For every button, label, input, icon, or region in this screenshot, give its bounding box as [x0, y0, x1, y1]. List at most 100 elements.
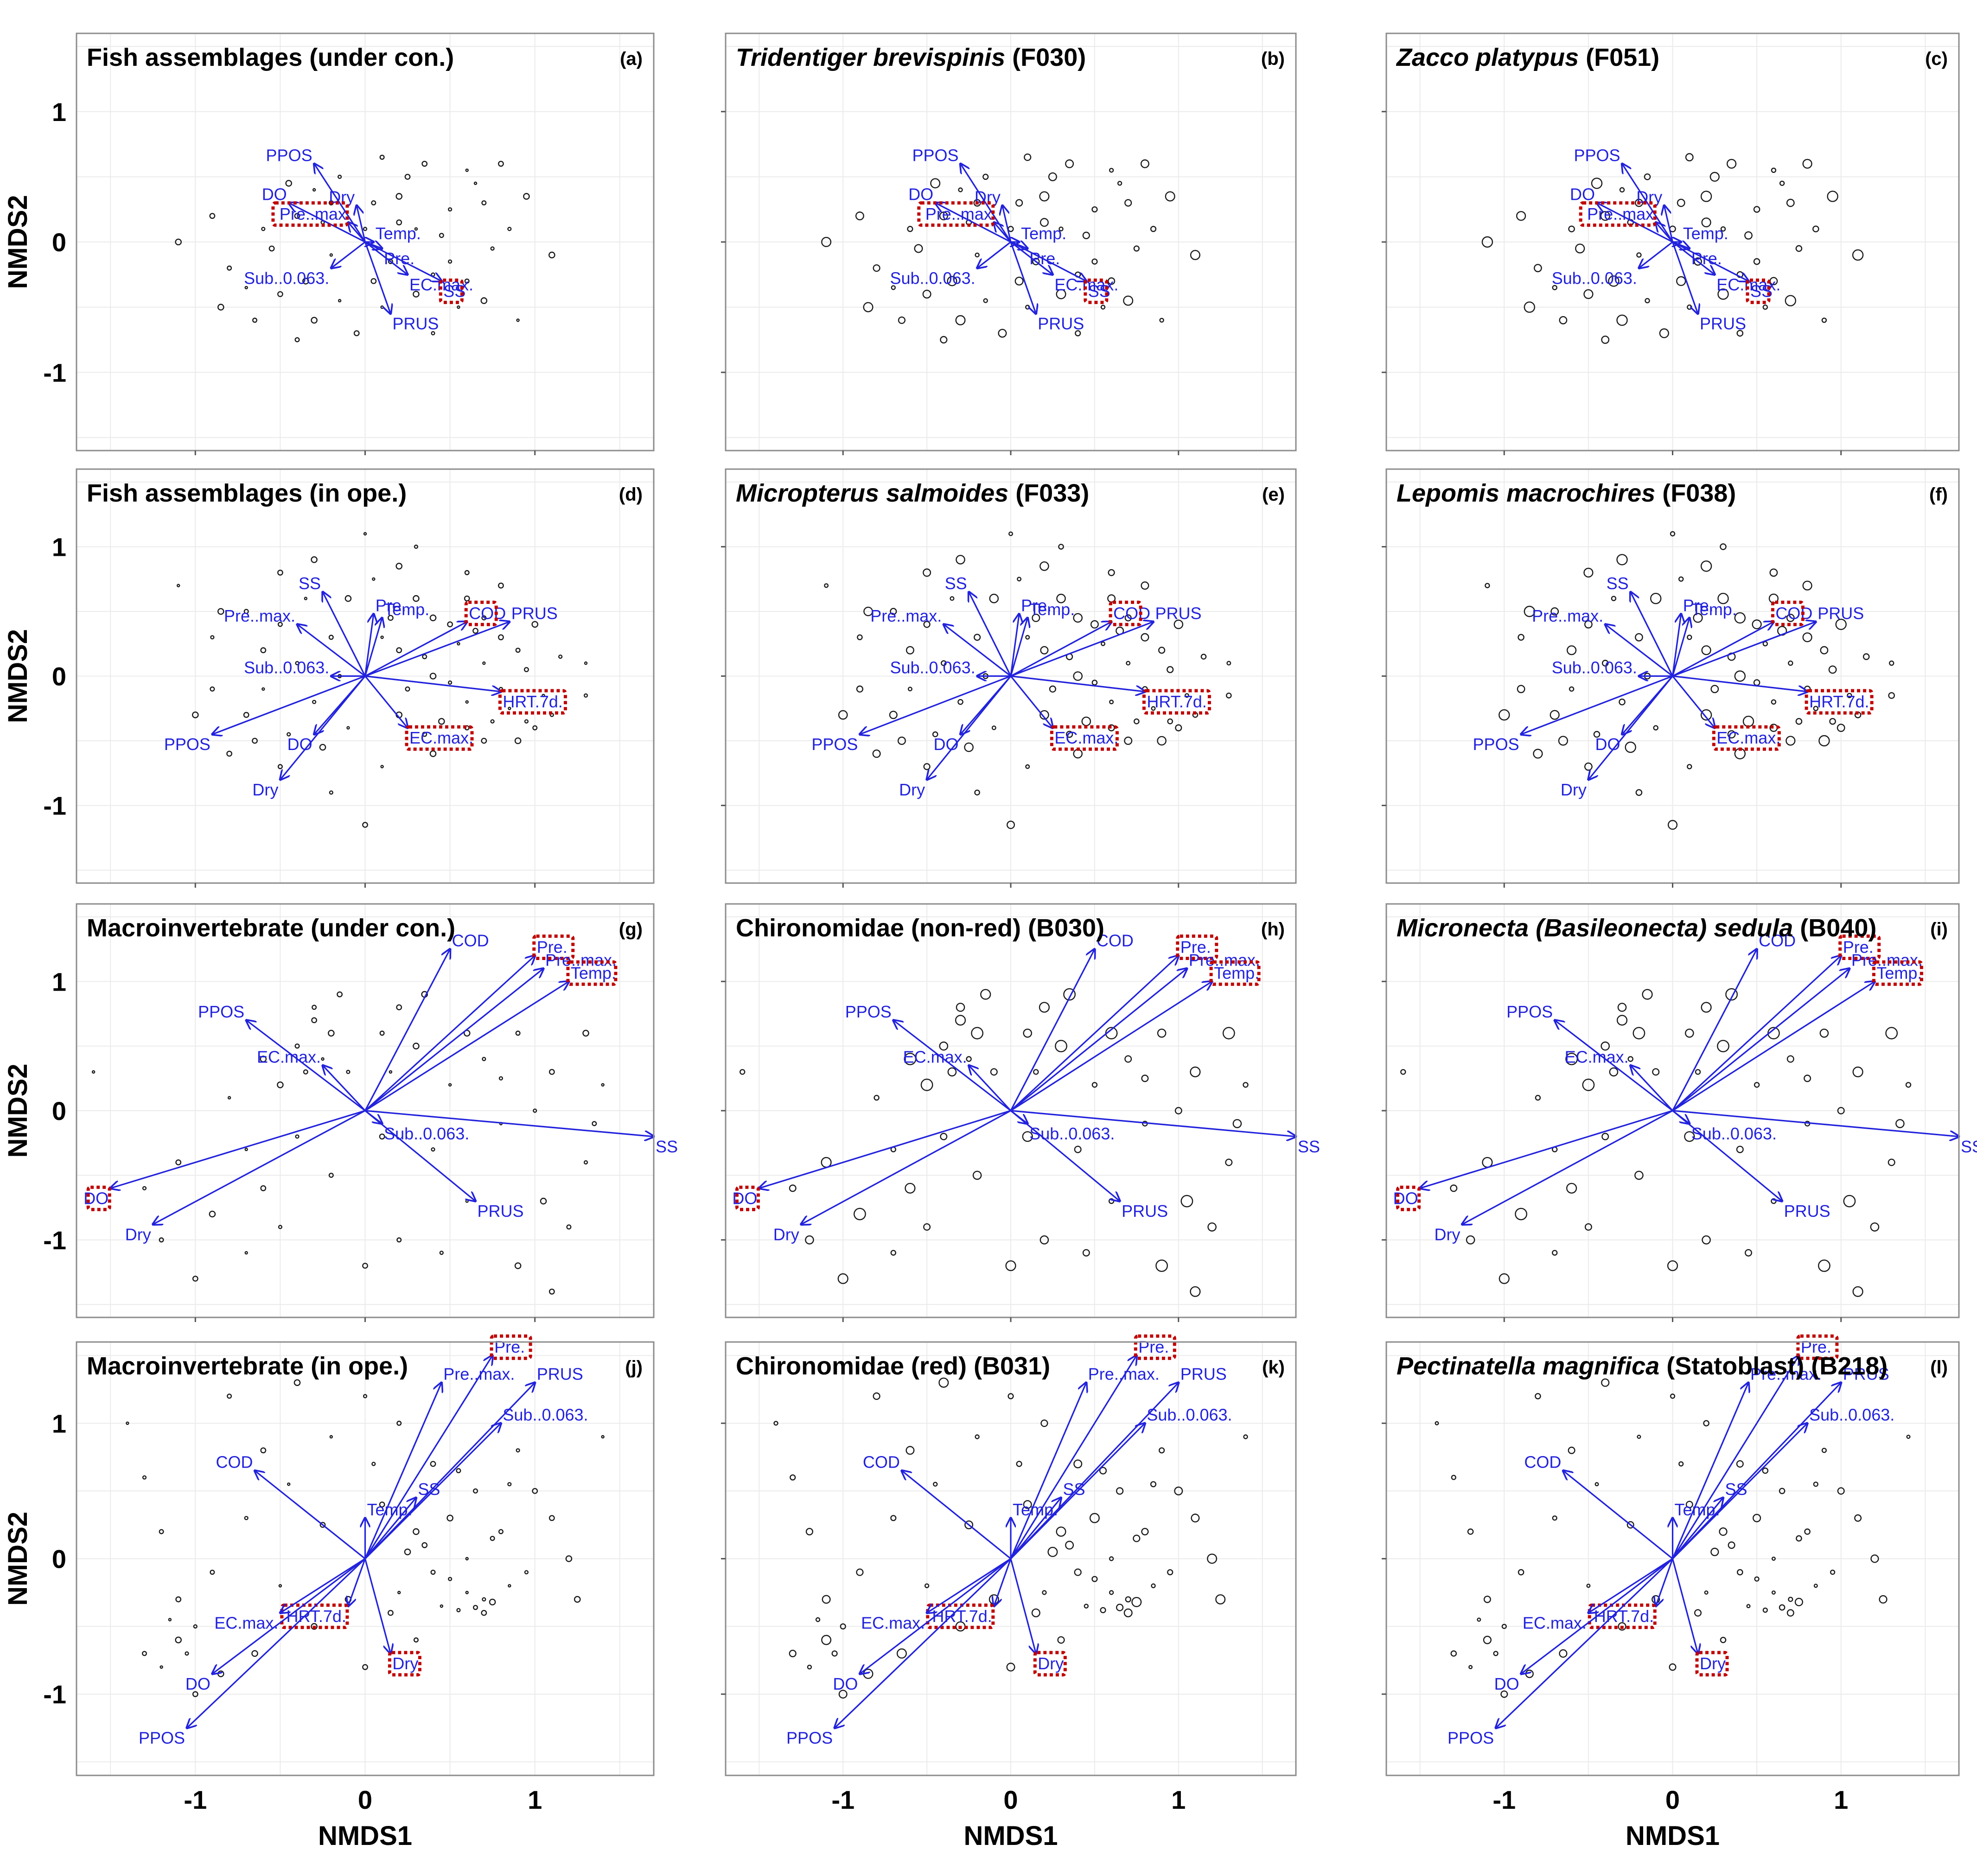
- sample-point: [805, 1528, 814, 1536]
- sample-point: [1057, 1636, 1065, 1644]
- sample-point: [1650, 592, 1662, 604]
- sample-point: [244, 1516, 249, 1520]
- sample-point: [388, 259, 393, 264]
- x-tick-label: 0: [358, 1785, 372, 1814]
- sample-points: [824, 531, 1232, 829]
- sample-point: [465, 700, 469, 704]
- vector-arrow-sub-0-063-: [1672, 1423, 1808, 1559]
- vector-arrow-ppos: [860, 675, 1011, 735]
- panel-l: Pre. Pre..max. PRUS Sub..0.063. COD SS Temp. HR…: [1385, 1334, 1960, 1776]
- panel-title: Tridentiger brevispinis (F030): [736, 44, 1086, 71]
- sample-point: [1017, 577, 1022, 582]
- x-tick-label: 0: [1665, 1785, 1680, 1814]
- highlight-box: [1838, 935, 1881, 960]
- sample-point: [548, 1068, 555, 1075]
- highlight-box: [1033, 1651, 1067, 1677]
- vector-arrow-dry: [1664, 205, 1674, 242]
- sample-point: [1485, 583, 1490, 588]
- sample-point: [405, 686, 410, 692]
- sample-point: [244, 1251, 248, 1255]
- sample-point: [396, 1237, 402, 1243]
- sample-point: [531, 621, 538, 628]
- sample-point: [983, 298, 988, 303]
- panel-tag: (j): [625, 1357, 643, 1378]
- vector-arrow-ss: [1672, 1110, 1959, 1137]
- sample-point: [1818, 1259, 1830, 1272]
- sample-point: [304, 597, 307, 600]
- sample-point: [192, 1691, 198, 1698]
- sample-point: [1888, 660, 1894, 666]
- vector-arrow-prus: [364, 242, 391, 314]
- sample-point: [1736, 1145, 1744, 1153]
- y-tick-label: -1: [43, 1226, 66, 1255]
- vector-arrow-temp-: [1010, 981, 1212, 1112]
- gridlines: [77, 904, 654, 1317]
- sample-point: [1084, 1603, 1089, 1609]
- sample-point: [481, 200, 487, 206]
- vector-label: Pre.: [494, 1337, 525, 1356]
- panel-title: Chironomidae (non-red) (B030): [736, 914, 1104, 942]
- vector-label: EC.max.: [903, 1047, 967, 1066]
- sample-point: [1008, 1393, 1014, 1399]
- sample-point: [1055, 1040, 1067, 1053]
- sample-point: [739, 1069, 746, 1075]
- sample-point: [998, 329, 1007, 338]
- sample-point: [1788, 1596, 1793, 1602]
- vector-label: PRUS: [1122, 1202, 1168, 1221]
- sample-points: [175, 154, 555, 343]
- sample-point: [1047, 1546, 1058, 1557]
- vector-label: COD: [1097, 931, 1134, 950]
- vector-label: Sub..0.063.: [890, 658, 975, 677]
- vector-label: Pre..max.: [1088, 1365, 1160, 1384]
- vector-label: PPOS: [266, 146, 312, 165]
- sample-point: [482, 1056, 486, 1062]
- vector-arrow-temp-: [1010, 618, 1027, 676]
- panel-tag: (l): [1930, 1357, 1948, 1378]
- sample-point: [1207, 1222, 1217, 1232]
- sample-point: [1637, 1434, 1641, 1439]
- sample-point: [1191, 1514, 1200, 1523]
- sample-point: [1627, 1056, 1633, 1062]
- sample-point: [1174, 1107, 1182, 1114]
- sample-point: [481, 738, 487, 744]
- vector-label: PPOS: [139, 1729, 185, 1748]
- sample-point: [1450, 1184, 1458, 1192]
- vector-label: PPOS: [811, 735, 858, 754]
- sample-point: [396, 1004, 402, 1011]
- sample-point: [261, 227, 266, 231]
- sample-point: [1700, 560, 1712, 572]
- sample-point: [482, 661, 486, 665]
- sample-point: [516, 318, 520, 322]
- panel-tag: (f): [1929, 484, 1948, 505]
- sample-point: [175, 1159, 182, 1165]
- sample-point: [328, 1172, 334, 1178]
- gridlines: [77, 33, 654, 451]
- env-vectors: COD Pre.Pre..max.Temp. PPOS EC.max. SS Sub..0…: [1393, 931, 1977, 1244]
- sample-point: [278, 1584, 282, 1588]
- vector-arrow-dry: [1588, 675, 1673, 780]
- sample-point: [209, 1210, 216, 1218]
- gridlines: [726, 904, 1296, 1317]
- sample-point: [1451, 1475, 1456, 1480]
- sample-point: [1786, 1609, 1794, 1617]
- sample-point: [523, 667, 529, 672]
- sample-point: [1126, 661, 1131, 666]
- highlight-box: [926, 1603, 995, 1629]
- sample-point: [261, 687, 265, 691]
- sample-point: [1795, 245, 1803, 252]
- vector-label: DO: [732, 1189, 757, 1208]
- sample-point: [508, 706, 511, 711]
- sample-point: [898, 316, 906, 324]
- vector-arrow-ss: [1010, 241, 1086, 281]
- sample-point: [1016, 1461, 1022, 1467]
- vector-label: Pre..max.: [443, 1365, 515, 1384]
- vector-label: COD: [1775, 604, 1812, 623]
- vector-label: SS: [418, 1480, 440, 1499]
- sample-point: [873, 1392, 880, 1400]
- vector-label: EC.max.: [1523, 1613, 1587, 1632]
- sample-point: [923, 1223, 931, 1231]
- sample-point: [584, 661, 588, 665]
- sample-point: [789, 1184, 797, 1192]
- sample-point: [142, 1475, 147, 1480]
- panel-title: Lepomis macrochires (F038): [1397, 479, 1736, 507]
